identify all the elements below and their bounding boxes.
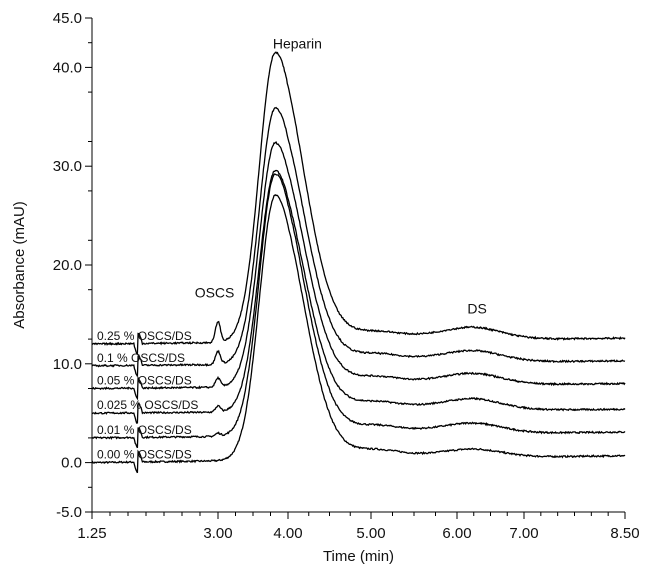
annotation-heparin: Heparin xyxy=(273,36,322,52)
series-line-4 xyxy=(91,106,626,377)
series-label-1: 0.01 % OSCS/DS xyxy=(97,423,192,437)
series-line-5 xyxy=(91,51,626,355)
y-tick-label: 45.0 xyxy=(53,10,82,27)
series-label-2: 0.025 % OSCS/DS xyxy=(97,398,198,412)
x-tick-label: 3.00 xyxy=(203,525,232,542)
series-line-1 xyxy=(91,173,626,449)
x-tick-label: 6.00 xyxy=(442,525,471,542)
series-line-0 xyxy=(91,194,626,474)
y-tick-label: 20.0 xyxy=(53,257,82,274)
y-tick-label: 40.0 xyxy=(53,59,82,76)
annotation-oscs: OSCS xyxy=(195,285,235,301)
x-tick-label: 4.00 xyxy=(273,525,302,542)
y-tick-label: 30.0 xyxy=(53,158,82,175)
y-tick-label: -5.0 xyxy=(56,504,82,521)
axes: -5.0 0.0 10.0 20.0 30.0 40.0 45.0 1.25 3.00 4.00 5… xyxy=(11,10,640,565)
series-line-2 xyxy=(91,169,626,424)
series-label-0: 0.00 % OSCS/DS xyxy=(97,448,192,462)
y-tick-label: 0.0 xyxy=(61,455,82,472)
series-line-3 xyxy=(91,141,626,401)
x-tick-label: 5.00 xyxy=(356,525,385,542)
x-axis-title: Time (min) xyxy=(323,548,394,565)
annotation-ds: DS xyxy=(467,300,486,316)
x-tick-label: 7.00 xyxy=(509,525,538,542)
series-label-4: 0.1 % OSCS/DS xyxy=(97,351,185,365)
y-tick-label: 10.0 xyxy=(53,356,82,373)
y-axis-title: Absorbance (mAU) xyxy=(11,201,28,329)
series-label-3: 0.05 % OSCS/DS xyxy=(97,374,192,388)
x-tick-label: 8.50 xyxy=(610,525,639,542)
plot-area: 0.00 % OSCS/DS 0.01 % OSCS/DS 0.025 % OSCS… xyxy=(91,36,626,474)
x-tick-label: 1.25 xyxy=(77,525,106,542)
series-label-5: 0.25 % OSCS/DS xyxy=(97,329,192,343)
